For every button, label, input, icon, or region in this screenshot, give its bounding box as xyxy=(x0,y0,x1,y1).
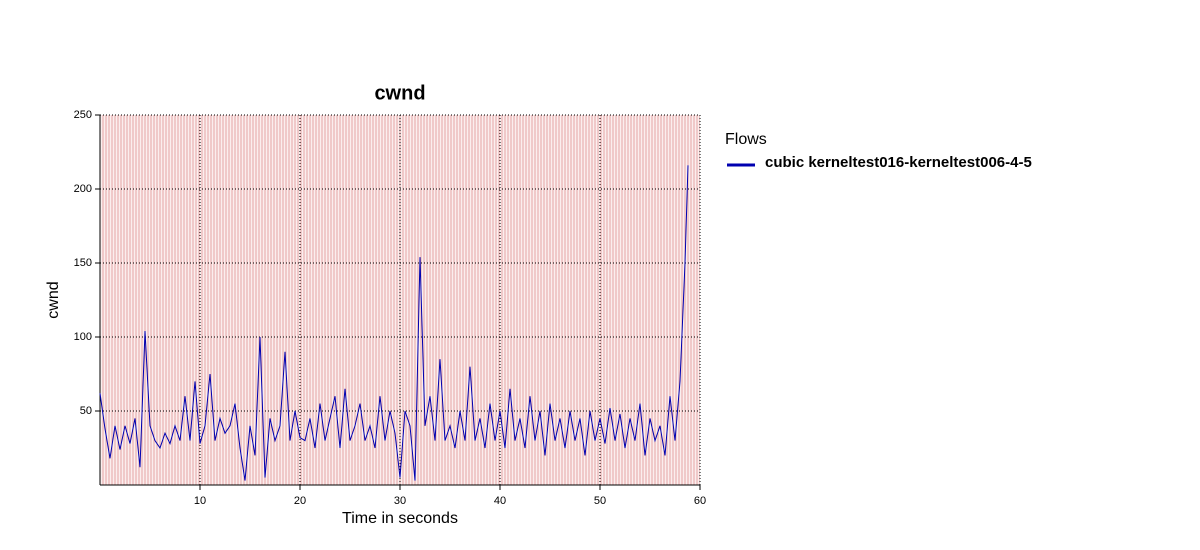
legend-title: Flows xyxy=(725,131,767,148)
x-tick-label: 40 xyxy=(494,495,506,507)
y-tick-label: 200 xyxy=(74,183,92,195)
y-tick-label: 150 xyxy=(74,257,92,269)
y-tick-label: 50 xyxy=(80,405,92,417)
chart-title: cwnd xyxy=(374,82,425,104)
x-tick-label: 60 xyxy=(694,495,706,507)
x-axis-label: Time in seconds xyxy=(342,510,458,527)
x-tick-label: 20 xyxy=(294,495,306,507)
x-tick-label: 10 xyxy=(194,495,206,507)
y-tick-label: 100 xyxy=(74,331,92,343)
legend-label: cubic kerneltest016-kerneltest006-4-5 xyxy=(765,154,1032,171)
plot-area xyxy=(100,115,700,485)
x-tick-label: 50 xyxy=(594,495,606,507)
y-axis-label: cwnd xyxy=(45,281,62,318)
x-tick-label: 30 xyxy=(394,495,406,507)
y-tick-label: 250 xyxy=(74,109,92,121)
data-line xyxy=(99,165,689,481)
